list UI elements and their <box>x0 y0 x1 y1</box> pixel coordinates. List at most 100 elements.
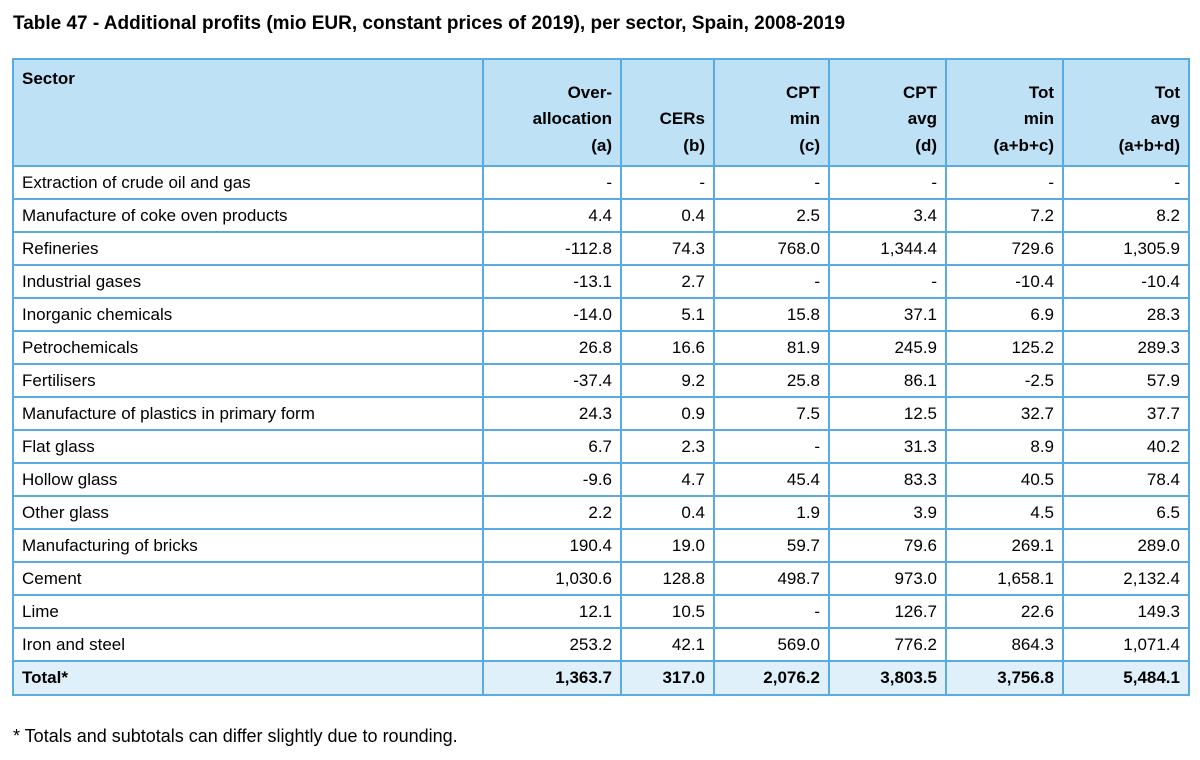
table-row: Industrial gases -13.1 2.7 - - -10.4 -10… <box>12 264 1190 299</box>
header-tot-min: Tot min (a+b+c) <box>945 58 1064 167</box>
value-cell: 2.3 <box>620 429 715 464</box>
table-row: Lime 12.1 10.5 - 126.7 22.6 149.3 <box>12 594 1190 629</box>
table-row: Flat glass 6.7 2.3 - 31.3 8.9 40.2 <box>12 429 1190 464</box>
value-cell: 776.2 <box>828 627 947 662</box>
value-cell: 9.2 <box>620 363 715 398</box>
value-cell: 2.5 <box>713 198 830 233</box>
table-row: Iron and steel 253.2 42.1 569.0 776.2 86… <box>12 627 1190 662</box>
table-row: Inorganic chemicals -14.0 5.1 15.8 37.1 … <box>12 297 1190 332</box>
sector-cell: Refineries <box>12 231 484 266</box>
value-cell: 125.2 <box>945 330 1064 365</box>
header-cers: CERs (b) <box>620 58 715 167</box>
value-cell: 40.5 <box>945 462 1064 497</box>
value-cell: 45.4 <box>713 462 830 497</box>
sector-cell: Extraction of crude oil and gas <box>12 165 484 200</box>
value-cell: -9.6 <box>482 462 622 497</box>
value-cell: - <box>482 165 622 200</box>
sector-cell: Fertilisers <box>12 363 484 398</box>
value-cell: - <box>1062 165 1190 200</box>
sector-cell: Petrochemicals <box>12 330 484 365</box>
sector-cell: Iron and steel <box>12 627 484 662</box>
profits-table: Sector Over- allocation (a) CERs (b) CPT… <box>12 58 1190 696</box>
table-row: Manufacturing of bricks 190.4 19.0 59.7 … <box>12 528 1190 563</box>
value-cell: 289.0 <box>1062 528 1190 563</box>
value-cell: - <box>713 264 830 299</box>
value-cell: -10.4 <box>1062 264 1190 299</box>
value-cell: - <box>713 594 830 629</box>
value-cell: 31.3 <box>828 429 947 464</box>
total-label: Total* <box>12 660 484 696</box>
value-cell: 22.6 <box>945 594 1064 629</box>
value-cell: 2.7 <box>620 264 715 299</box>
value-cell: 8.9 <box>945 429 1064 464</box>
value-cell: 2.2 <box>482 495 622 530</box>
value-cell: 7.5 <box>713 396 830 431</box>
sector-cell: Manufacture of plastics in primary form <box>12 396 484 431</box>
value-cell: 16.6 <box>620 330 715 365</box>
value-cell: 973.0 <box>828 561 947 596</box>
total-value: 5,484.1 <box>1062 660 1190 696</box>
value-cell: 0.4 <box>620 495 715 530</box>
value-cell: 42.1 <box>620 627 715 662</box>
value-cell: - <box>620 165 715 200</box>
value-cell: 1,030.6 <box>482 561 622 596</box>
value-cell: 19.0 <box>620 528 715 563</box>
value-cell: 74.3 <box>620 231 715 266</box>
sector-cell: Other glass <box>12 495 484 530</box>
value-cell: 1,344.4 <box>828 231 947 266</box>
sector-cell: Manufacture of coke oven products <box>12 198 484 233</box>
value-cell: 128.8 <box>620 561 715 596</box>
table-row: Hollow glass -9.6 4.7 45.4 83.3 40.5 78.… <box>12 462 1190 497</box>
value-cell: 37.7 <box>1062 396 1190 431</box>
value-cell: 59.7 <box>713 528 830 563</box>
value-cell: 126.7 <box>828 594 947 629</box>
value-cell: 10.5 <box>620 594 715 629</box>
value-cell: 15.8 <box>713 297 830 332</box>
header-sector: Sector <box>12 58 484 167</box>
value-cell: 289.3 <box>1062 330 1190 365</box>
value-cell: 5.1 <box>620 297 715 332</box>
sector-cell: Industrial gases <box>12 264 484 299</box>
header-cpt-min: CPT min (c) <box>713 58 830 167</box>
table-header: Sector Over- allocation (a) CERs (b) CPT… <box>12 58 1190 167</box>
value-cell: 0.9 <box>620 396 715 431</box>
value-cell: 8.2 <box>1062 198 1190 233</box>
sector-cell: Manufacturing of bricks <box>12 528 484 563</box>
value-cell: 1,305.9 <box>1062 231 1190 266</box>
value-cell: 569.0 <box>713 627 830 662</box>
value-cell: 768.0 <box>713 231 830 266</box>
value-cell: 6.5 <box>1062 495 1190 530</box>
value-cell: 28.3 <box>1062 297 1190 332</box>
value-cell: 32.7 <box>945 396 1064 431</box>
value-cell: 1,071.4 <box>1062 627 1190 662</box>
total-value: 2,076.2 <box>713 660 830 696</box>
value-cell: 12.5 <box>828 396 947 431</box>
value-cell: 3.4 <box>828 198 947 233</box>
sector-cell: Flat glass <box>12 429 484 464</box>
value-cell: 864.3 <box>945 627 1064 662</box>
header-tot-avg: Tot avg (a+b+d) <box>1062 58 1190 167</box>
sector-cell: Cement <box>12 561 484 596</box>
value-cell: 86.1 <box>828 363 947 398</box>
value-cell: 4.4 <box>482 198 622 233</box>
value-cell: 190.4 <box>482 528 622 563</box>
table-row: Petrochemicals 26.8 16.6 81.9 245.9 125.… <box>12 330 1190 365</box>
value-cell: 3.9 <box>828 495 947 530</box>
sector-cell: Hollow glass <box>12 462 484 497</box>
value-cell: 253.2 <box>482 627 622 662</box>
value-cell: 498.7 <box>713 561 830 596</box>
header-cpt-avg: CPT avg (d) <box>828 58 947 167</box>
value-cell: - <box>713 165 830 200</box>
table-row: Refineries -112.8 74.3 768.0 1,344.4 729… <box>12 231 1190 266</box>
table-row: Extraction of crude oil and gas - - - - … <box>12 165 1190 200</box>
value-cell: - <box>828 165 947 200</box>
value-cell: -2.5 <box>945 363 1064 398</box>
value-cell: 1,658.1 <box>945 561 1064 596</box>
value-cell: - <box>828 264 947 299</box>
value-cell: 83.3 <box>828 462 947 497</box>
value-cell: 4.7 <box>620 462 715 497</box>
sector-cell: Lime <box>12 594 484 629</box>
value-cell: -112.8 <box>482 231 622 266</box>
total-value: 3,756.8 <box>945 660 1064 696</box>
value-cell: 7.2 <box>945 198 1064 233</box>
